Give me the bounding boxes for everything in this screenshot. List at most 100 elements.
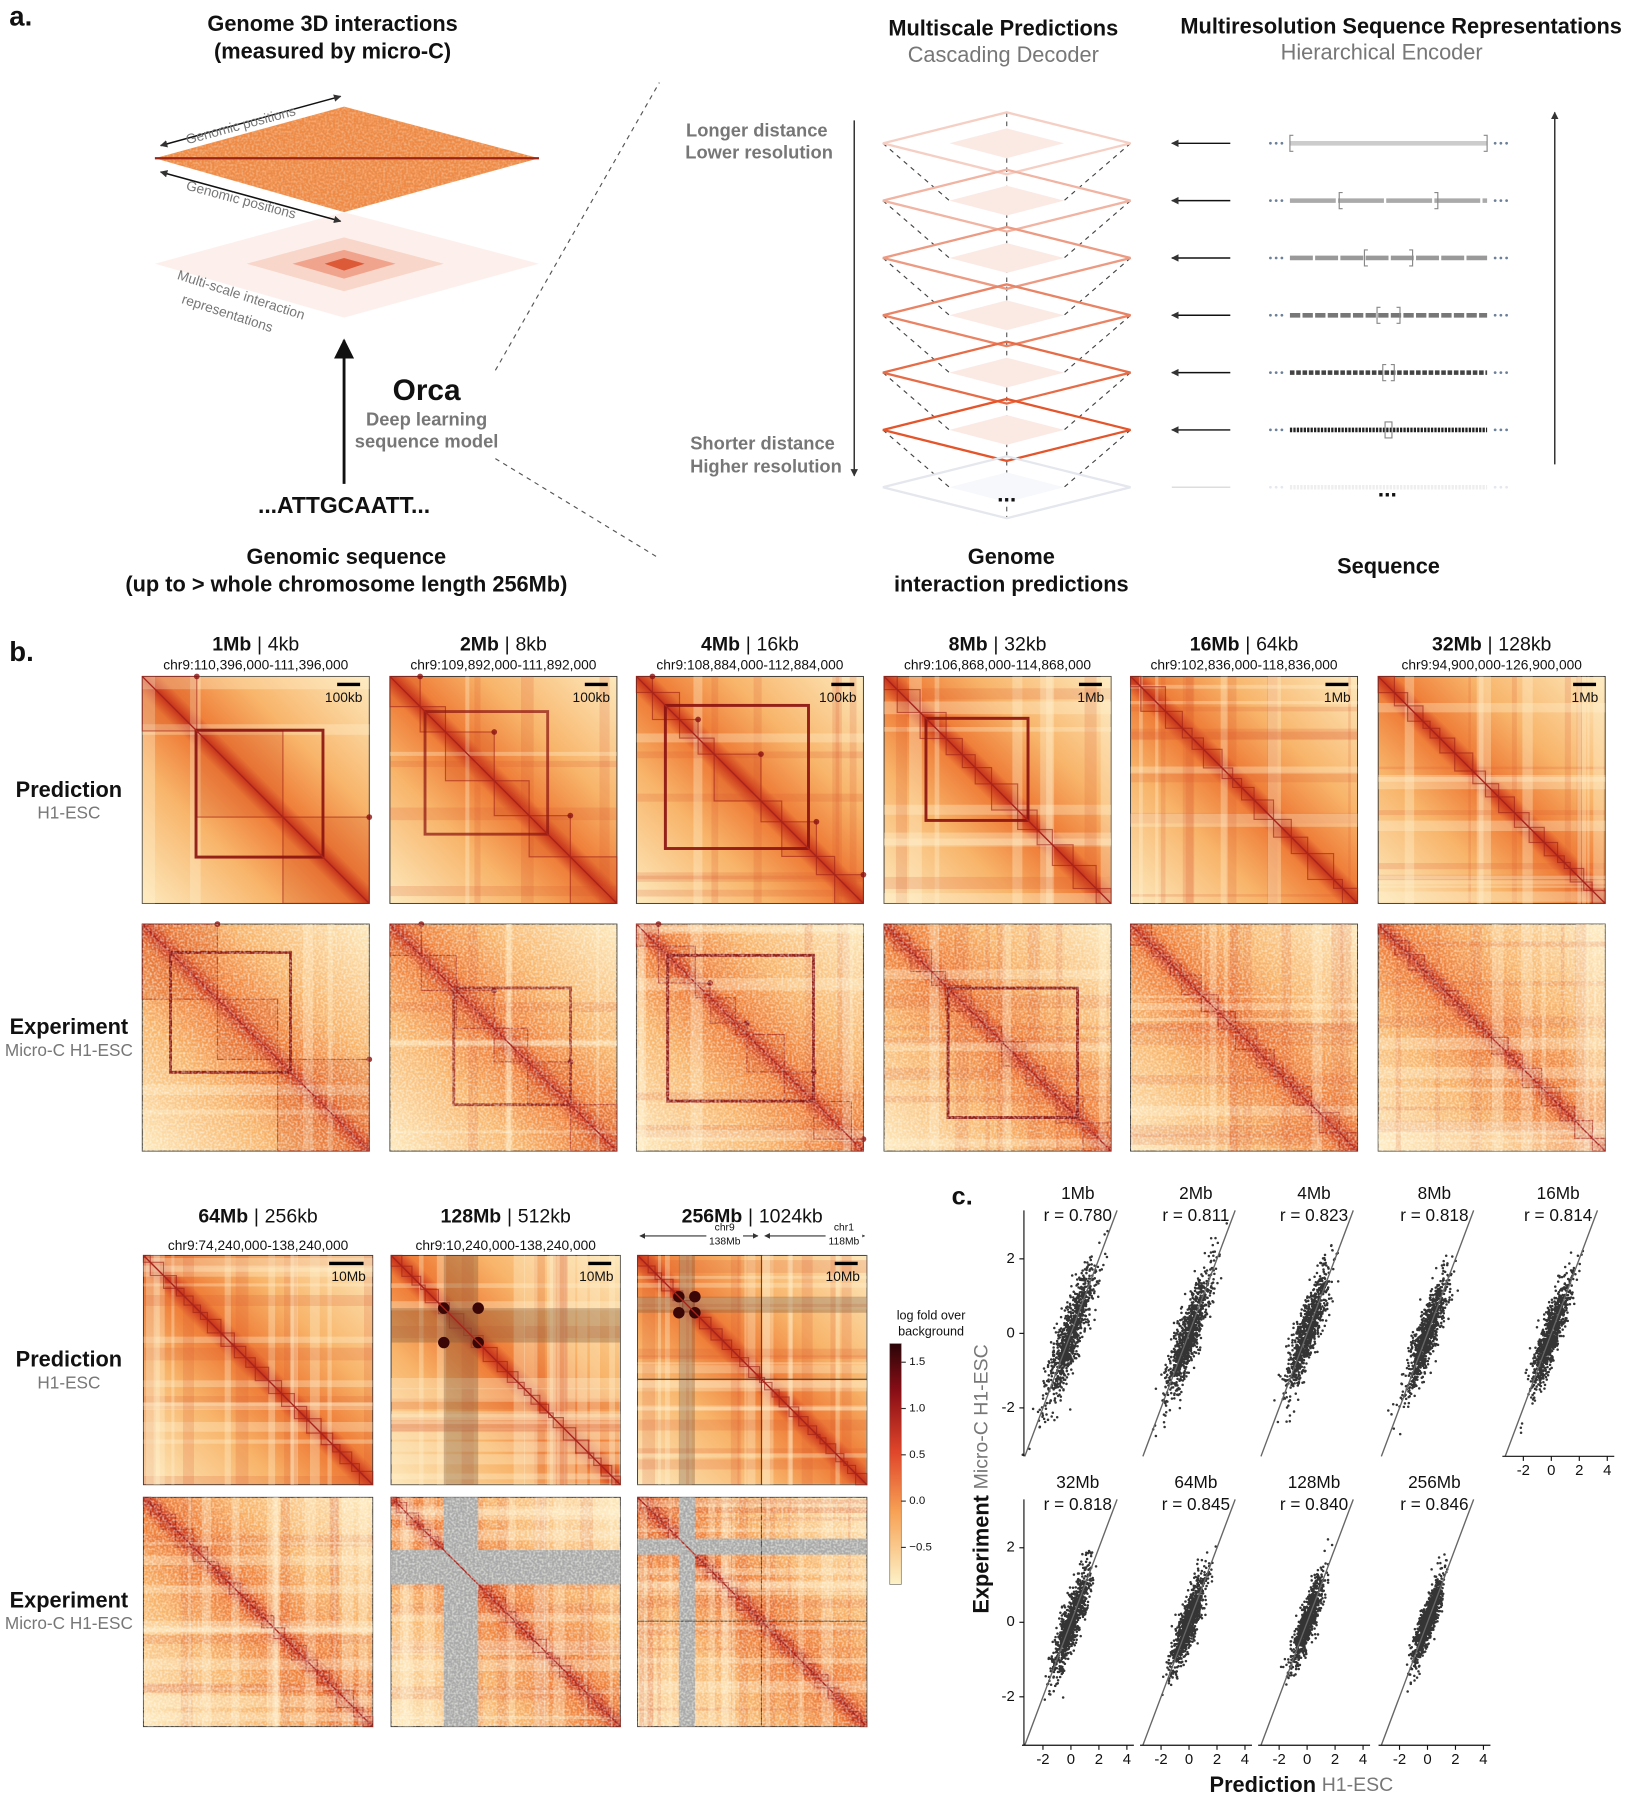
heatmap	[389, 673, 618, 905]
stripe	[1378, 885, 1606, 888]
x-tick-label: 2	[1213, 1752, 1221, 1768]
bracket	[1382, 364, 1387, 382]
point-cloud	[1279, 1538, 1334, 1686]
panel-heading: 16Mb | 64kb	[1190, 634, 1299, 656]
stripe	[143, 1422, 373, 1432]
stripe	[577, 1255, 588, 1485]
diagonal	[389, 675, 618, 904]
stripe	[744, 1255, 747, 1485]
dot	[1269, 256, 1272, 260]
stripe	[1378, 766, 1606, 770]
stripe	[589, 1255, 600, 1485]
stripe	[513, 1255, 525, 1485]
stripe	[171, 1255, 175, 1485]
x-tick-label: 4	[1359, 1752, 1367, 1768]
dot	[1274, 371, 1278, 374]
stripe	[327, 1255, 332, 1485]
dot	[1269, 199, 1272, 203]
x-tick-label: -2	[1517, 1463, 1530, 1479]
stripe	[143, 1283, 373, 1287]
heatmap	[883, 675, 1112, 905]
chrom-name: chr1	[834, 1223, 854, 1234]
bracket	[1434, 192, 1439, 210]
stripe	[1378, 891, 1606, 902]
subtitle: Hierarchical Encoder	[1281, 40, 1483, 65]
stripe	[679, 1255, 692, 1485]
separator: |	[1245, 634, 1250, 656]
stripe	[391, 1398, 621, 1410]
region: chr9:110,396,000-111,396,000	[163, 658, 348, 673]
y-tick-label: 2	[1006, 1251, 1014, 1267]
identity-line	[1260, 1210, 1354, 1457]
diagonal	[141, 675, 370, 904]
colorbar	[889, 1343, 902, 1585]
stripe	[364, 1255, 373, 1485]
heatmap	[390, 1496, 621, 1728]
loop-dot	[689, 1290, 701, 1303]
scalebar-label: 100kb	[819, 690, 857, 705]
dot	[1269, 428, 1272, 432]
stripe	[556, 1255, 566, 1485]
dot	[1499, 313, 1503, 317]
region: chr9:109,892,000-111,892,000	[410, 658, 596, 673]
dot	[1505, 313, 1508, 317]
heatmap	[635, 921, 867, 1152]
stripe	[753, 676, 762, 904]
stripe	[143, 1255, 373, 1268]
noise	[636, 924, 864, 1152]
scatter-title: 256Mb	[1408, 1472, 1461, 1492]
stripe	[637, 1355, 867, 1360]
dot	[1274, 256, 1278, 260]
bracket	[1384, 421, 1389, 439]
stripe	[389, 760, 617, 768]
inner-layer	[949, 472, 1065, 503]
dot	[1493, 141, 1497, 145]
scale: 8Mb	[949, 634, 988, 656]
stripe	[637, 1406, 867, 1411]
stripe	[599, 676, 610, 904]
panel-heading: 256Mb | 1024kb	[682, 1206, 823, 1228]
stripe	[637, 1453, 867, 1458]
separator: |	[505, 634, 510, 656]
dot	[1280, 485, 1284, 489]
separator: |	[254, 1206, 259, 1228]
stripe	[895, 676, 907, 904]
stripe	[636, 889, 864, 897]
y-label: Experiment Micro-C H1-ESC	[968, 1344, 993, 1613]
stripe	[1468, 676, 1471, 904]
stripe	[290, 1255, 294, 1485]
stripe	[391, 1454, 621, 1465]
decoder-layer	[882, 225, 1131, 291]
stripe	[1084, 676, 1097, 904]
x-tick-label: 0	[1303, 1752, 1311, 1768]
stripe	[609, 1255, 615, 1485]
heatmap	[1129, 923, 1359, 1152]
stripe	[835, 676, 840, 904]
x-tick-label: -2	[1154, 1752, 1167, 1768]
loop-dot	[695, 716, 701, 723]
stripe	[737, 1255, 742, 1485]
noise	[637, 1497, 867, 1727]
panel-heading: 32Mb | 128kb	[1432, 634, 1552, 656]
domain	[423, 710, 550, 836]
scale: 32Mb	[1432, 634, 1482, 656]
stripe	[1378, 863, 1606, 870]
stripe	[658, 1255, 661, 1485]
x-tick-label: 2	[1331, 1752, 1339, 1768]
stripe	[1378, 810, 1606, 816]
stripe	[1577, 676, 1581, 904]
colorbar-tick-label: 0.0	[909, 1495, 925, 1507]
separator: |	[1488, 634, 1493, 656]
bracket	[1363, 249, 1368, 267]
stripe	[1522, 676, 1533, 904]
stripe	[391, 1301, 621, 1311]
dot	[1274, 485, 1278, 489]
y-tick-label: -2	[1002, 1400, 1015, 1416]
colorbar-tick-label: 1.0	[909, 1403, 925, 1415]
inner-layer	[949, 128, 1065, 159]
dot	[1499, 428, 1503, 432]
stripe	[1378, 874, 1606, 881]
row-subtitle: Micro-C H1-ESC	[5, 1613, 133, 1633]
region: chr9:74,240,000-138,240,000	[168, 1238, 349, 1253]
